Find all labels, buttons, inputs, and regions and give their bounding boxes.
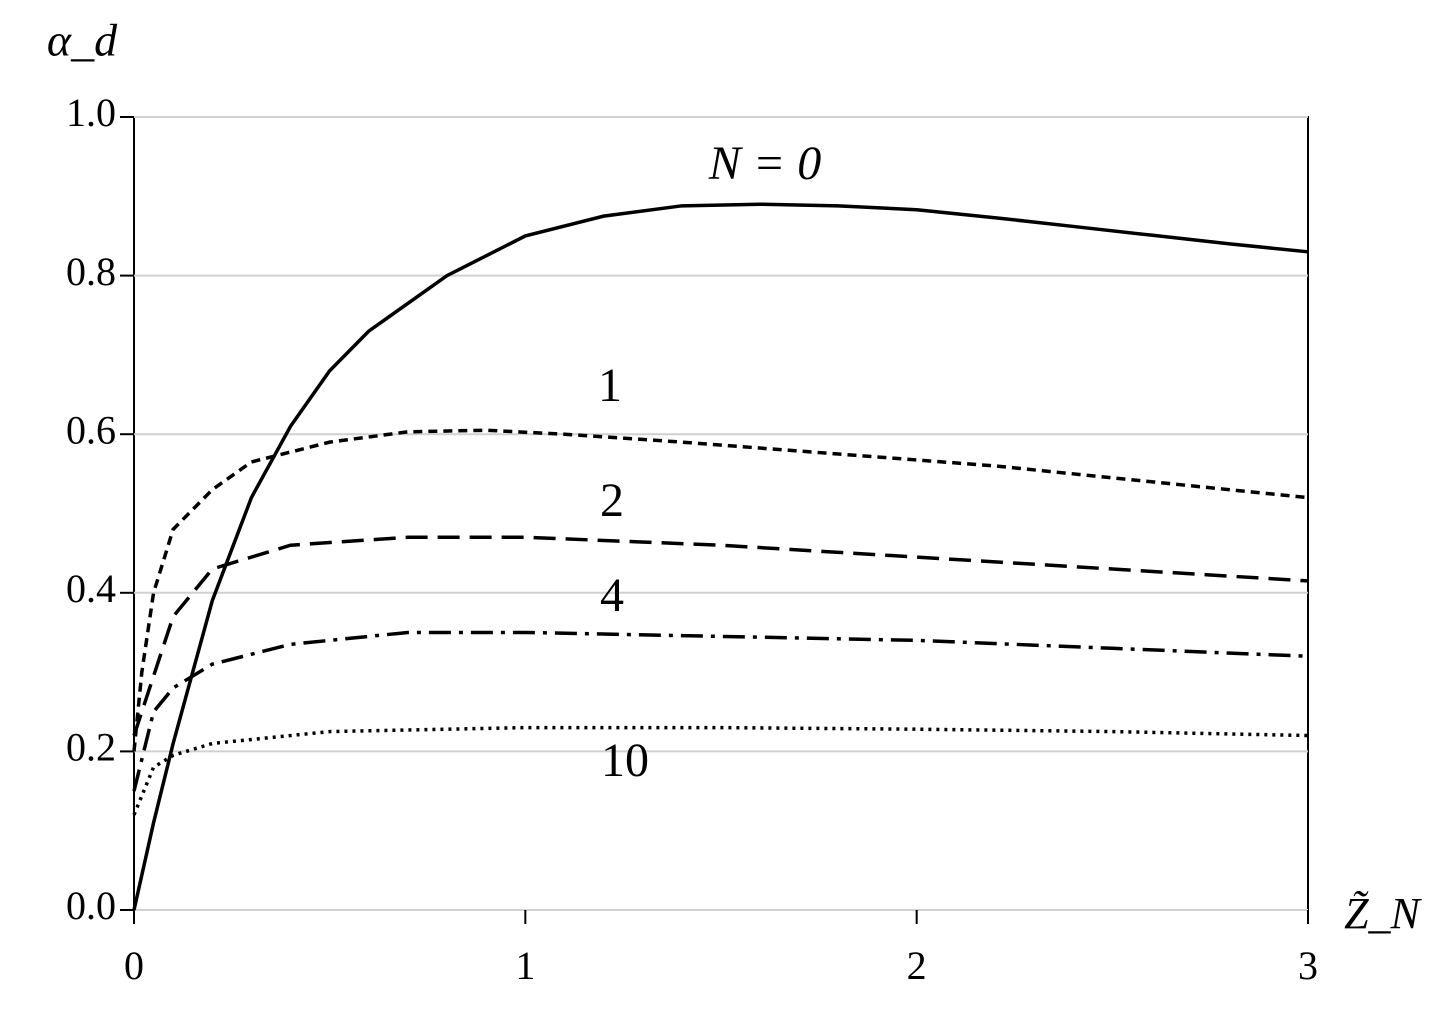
series-label: 4 (600, 569, 624, 622)
x-axis-label: Z̃_N (1344, 889, 1422, 938)
plot-frame (133, 116, 1309, 911)
series-line (132, 535, 1309, 737)
series-label: 2 (600, 474, 624, 527)
y-tick-label: 0.2 (66, 725, 116, 770)
series-line (132, 202, 1309, 911)
series-label: 1 (598, 359, 622, 412)
y-tick-label: 0.8 (66, 249, 116, 294)
x-tick-label: 0 (124, 943, 144, 988)
y-axis-label: α_d (47, 15, 118, 66)
y-tick-label: 0.4 (66, 566, 116, 611)
x-tick-label: 1 (515, 943, 535, 988)
series-line (132, 725, 1309, 816)
y-tick-label: 0.6 (66, 407, 116, 452)
x-tick-label: 3 (1298, 943, 1318, 988)
series-line (132, 428, 1309, 752)
series-line (132, 630, 1309, 792)
y-tick-label: 0.0 (66, 883, 116, 928)
x-tick-label: 2 (907, 943, 927, 988)
series-label: N = 0 (708, 137, 821, 190)
y-tick-label: 1.0 (66, 90, 116, 135)
series-label: 10 (601, 734, 649, 787)
